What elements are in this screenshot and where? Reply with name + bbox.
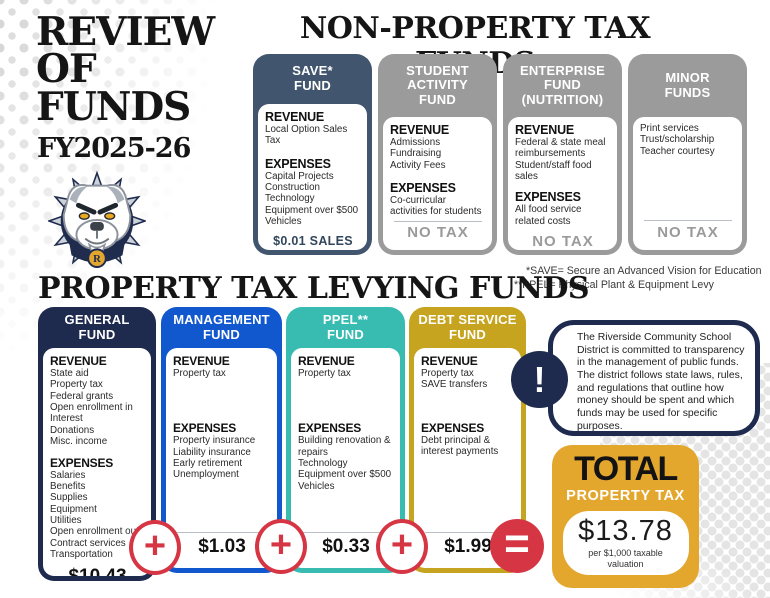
expenses-items: Building renovation & repairs Technology… (298, 435, 392, 492)
expenses-items: Co-curricular activities for students (390, 195, 482, 218)
revenue-items: State aid Property tax Federal grants Op… (50, 368, 133, 448)
tax-status: NO TAX (407, 224, 469, 241)
expenses-items: Salaries Benefits Supplies Equipment Uti… (50, 469, 139, 561)
plus-icon: + (376, 519, 428, 574)
total-amount: $13.78 (578, 515, 673, 548)
fund-items: Print services Trust/scholarship Teacher… (640, 123, 715, 157)
exclamation-icon: ! (511, 351, 568, 408)
bulldog-head (62, 184, 132, 254)
revenue-items: Property tax SAVE transfers (421, 368, 488, 391)
footnotes: *SAVE= Secure an Advanced Vision for Edu… (514, 265, 761, 293)
collar-band: R (69, 244, 125, 268)
fund-card-body: REVENUE Property tax EXPENSES Building r… (291, 348, 400, 568)
plus-icon: + (255, 519, 307, 574)
total-subtitle: PROPERTY TAX (566, 488, 685, 504)
bulldog-mascot-logo: R (48, 170, 146, 268)
footnote-save: *SAVE= Secure an Advanced Vision for Edu… (526, 265, 762, 277)
nose (90, 221, 104, 231)
fund-card-body: REVENUE Property tax SAVE transfers EXPE… (414, 348, 521, 568)
fund-card-title: PPEL** FUND (322, 311, 369, 342)
total-amount-pill: $13.78 per $1,000 taxable valuation (562, 511, 689, 575)
expenses-items: Capital Projects Construction Technology… (265, 170, 359, 228)
tax-status: $0.01 SALES TAX (273, 233, 353, 250)
revenue-label: REVENUE (515, 123, 575, 137)
footer-divider (644, 220, 732, 221)
tax-rate: $1.99 (444, 536, 492, 557)
footnote-ppel: **PPEL= Physical Plant & Equipment Levy (514, 278, 714, 291)
revenue-label: REVENUE (298, 354, 355, 368)
tax-status: NO TAX (657, 224, 719, 241)
rate-divider (177, 532, 267, 533)
page-title: REVIEW OF FUNDS (36, 9, 215, 130)
collar-tag (87, 248, 107, 268)
revenue-label: REVENUE (421, 354, 478, 368)
fund-card-title: MANAGEMENT FUND (173, 311, 270, 342)
tax-rate: $10.43 (50, 566, 145, 576)
fund-card-title: DEBT SERVICE FUND (418, 311, 517, 342)
fund-card-minor: MINOR FUNDS Print services Trust/scholar… (628, 54, 747, 255)
expenses-label: EXPENSES (515, 190, 581, 205)
fund-card-student-activity: STUDENT ACTIVITY FUND REVENUE Admissions… (378, 54, 497, 255)
fund-card-management: MANAGEMENT FUND REVENUE Property tax EXP… (161, 307, 282, 573)
fund-card-title: STUDENT ACTIVITY FUND (406, 62, 469, 107)
eye-left (78, 212, 90, 220)
fund-card-body: REVENUE Admissions Fundraising Activity … (383, 117, 492, 250)
total-property-tax-box: TOTAL PROPERTY TAX $13.78 per $1,000 tax… (552, 445, 699, 588)
revenue-label: REVENUE (50, 354, 107, 368)
fund-card-title: MINOR FUNDS (664, 69, 711, 100)
expenses-items: Debt principal & interest payments (421, 434, 499, 458)
revenue-label: REVENUE (173, 354, 230, 368)
fund-card-save: SAVE* FUND REVENUE Local Option Sales Ta… (253, 54, 372, 255)
rate-divider (302, 532, 390, 533)
revenue-items: Federal & state meal reimbursements Stud… (515, 137, 606, 183)
collar-tag-letter: R (93, 253, 101, 265)
fund-card-title: GENERAL FUND (64, 311, 130, 342)
revenue-items: Property tax (298, 368, 351, 379)
fund-card-ppel: PPEL** FUND REVENUE Property tax EXPENSE… (286, 307, 405, 573)
revenue-label: REVENUE (390, 123, 450, 137)
tax-status: NO TAX (532, 233, 594, 250)
revenue-items: Admissions Fundraising Activity Fees (390, 137, 446, 171)
expenses-label: EXPENSES (173, 421, 237, 436)
total-per-valuation: per $1,000 taxable valuation (588, 548, 663, 569)
fiscal-year-label: FY2025-26 (37, 133, 191, 164)
total-title: TOTAL (574, 450, 678, 488)
revenue-items: Property tax (173, 368, 226, 379)
fund-card-body: REVENUE Federal & state meal reimburseme… (508, 117, 617, 250)
fund-card-debt-service: DEBT SERVICE FUND REVENUE Property tax S… (409, 307, 526, 573)
expenses-items: Property insurance Liability insurance E… (173, 435, 256, 481)
revenue-label: REVENUE (265, 110, 325, 124)
fund-card-title: ENTERPRISE FUND (NUTRITION) (519, 62, 606, 107)
fund-card-body: REVENUE Local Option Sales Tax EXPENSES … (258, 104, 367, 250)
expenses-label: EXPENSES (390, 181, 456, 196)
expenses-label: EXPENSES (298, 421, 362, 436)
expenses-label: EXPENSES (421, 420, 485, 435)
eye-right (104, 212, 116, 220)
fund-card-enterprise: ENTERPRISE FUND (NUTRITION) REVENUE Fede… (503, 54, 622, 255)
plus-icon: + (129, 520, 181, 575)
fund-card-body: Print services Trust/scholarship Teacher… (633, 117, 742, 250)
tax-rate: $0.33 (322, 536, 370, 557)
expenses-label: EXPENSES (265, 156, 331, 171)
fund-card-title: SAVE* FUND (292, 63, 333, 93)
property-heading: PROPERTY TAX LEVYING FUNDS (38, 271, 590, 306)
tax-rate: $1.03 (198, 536, 246, 557)
revenue-items: Local Option Sales Tax (265, 124, 348, 147)
equals-icon: = (490, 519, 544, 573)
expenses-label: EXPENSES (50, 455, 114, 470)
transparency-notice: The Riverside Community School District … (548, 320, 760, 436)
rate-divider (425, 532, 511, 533)
expenses-items: All food service related costs (515, 204, 582, 227)
